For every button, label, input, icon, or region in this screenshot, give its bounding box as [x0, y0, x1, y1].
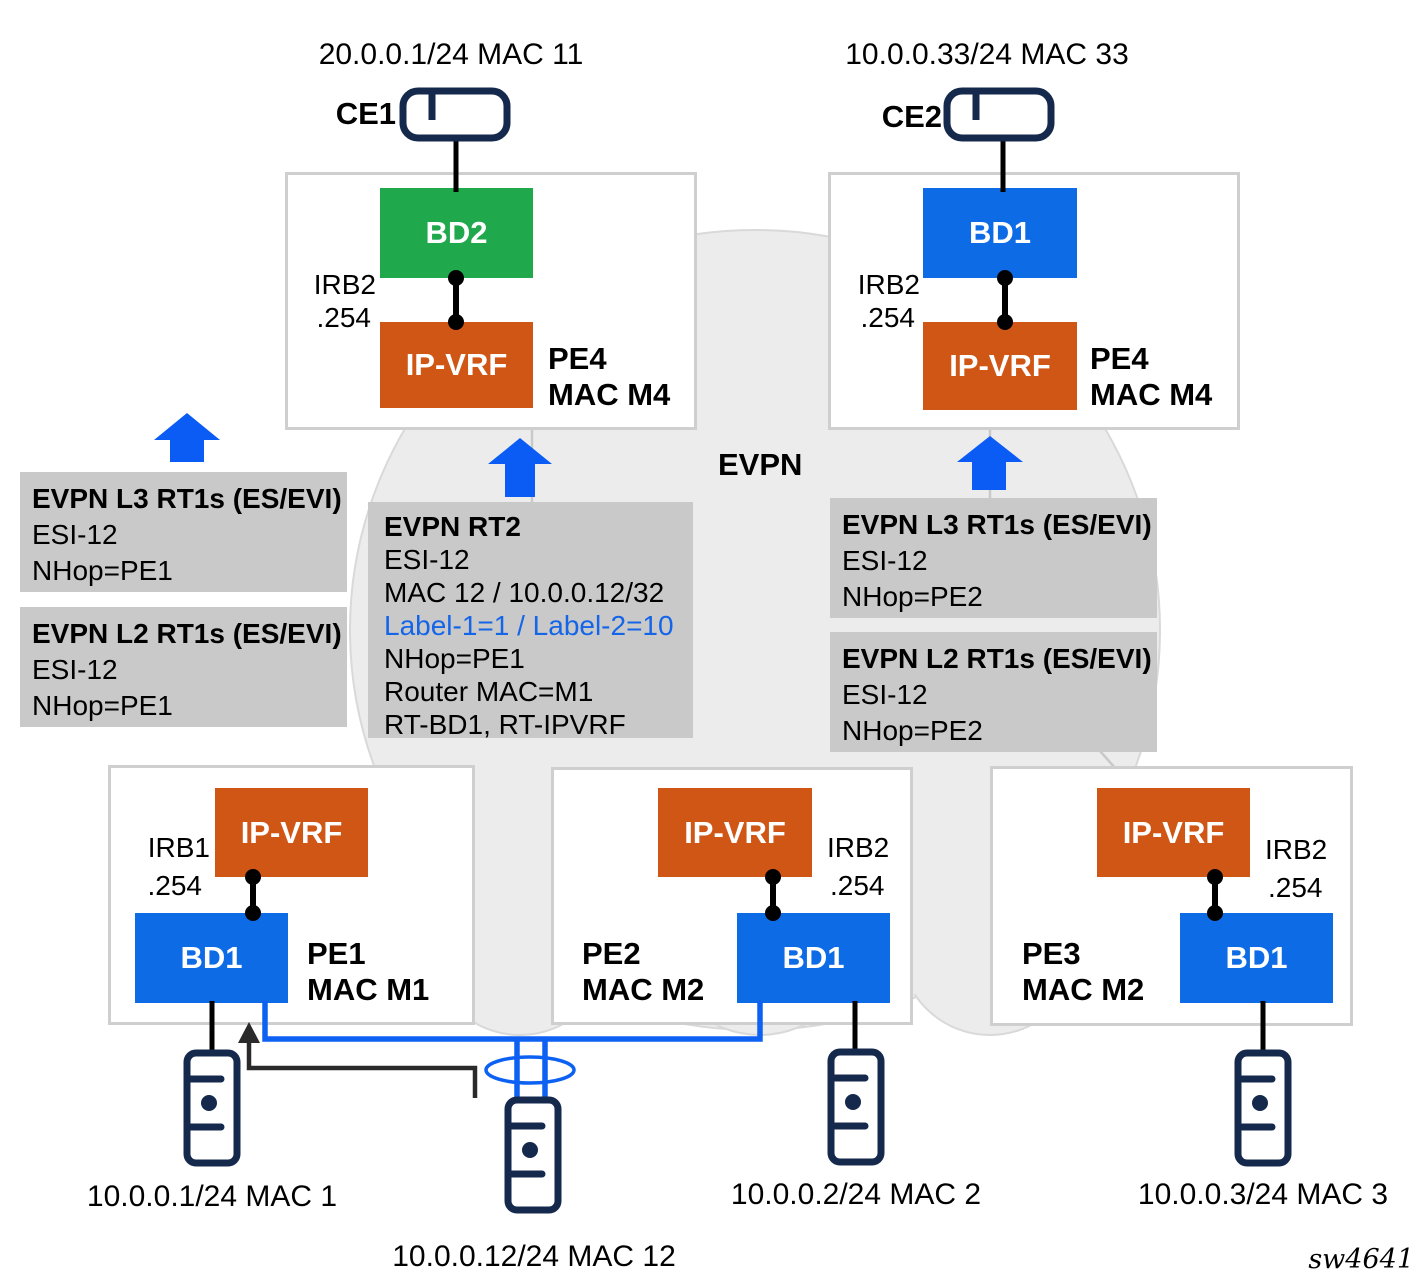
pe1-name: PE1 MAC M1 — [307, 936, 429, 1008]
pe1-irb-label: IRB1 — [147, 832, 210, 863]
route-line: NHop=PE1 — [384, 643, 525, 674]
route-line: ESI-12 — [32, 654, 118, 685]
route-line: MAC 12 / 10.0.0.12/32 — [384, 577, 665, 608]
pe-name-line: PE2 — [582, 936, 641, 971]
pe3-irb-ip: .254 — [1268, 872, 1323, 903]
pe3-bd-label: BD1 — [1225, 940, 1288, 975]
route-title: EVPN L3 RT1s (ES/EVI) — [842, 509, 1152, 540]
route-line: RT-BD1, RT-IPVRF — [384, 709, 626, 740]
pe-name-line: PE1 — [307, 936, 366, 971]
route-title: EVPN RT2 — [384, 511, 521, 542]
host2-icon — [827, 1048, 885, 1166]
pe-mac-line: MAC M1 — [307, 972, 430, 1007]
route-title: EVPN L2 RT1s (ES/EVI) — [842, 643, 1152, 674]
pe2-name: PE2 MAC M2 — [582, 936, 704, 1008]
route-line: NHop=PE1 — [32, 690, 173, 721]
pe2-ipvrf-box: IP-VRF — [658, 788, 812, 877]
pe2-bd1-box: BD1 — [737, 913, 890, 1003]
route-box-right-l2: EVPN L2 RT1s (ES/EVI) ESI-12 NHop=PE2 — [830, 632, 1157, 752]
route-line: NHop=PE2 — [842, 715, 983, 746]
pe4r-bd-label: BD1 — [968, 215, 1031, 250]
route-line: NHop=PE1 — [32, 555, 173, 586]
route-title: EVPN L2 RT1s (ES/EVI) — [32, 618, 342, 649]
route-title: EVPN L3 RT1s (ES/EVI) — [32, 483, 342, 514]
host1-address: 10.0.0.1/24 MAC 1 — [86, 1180, 338, 1213]
route-line-labels: Label-1=1 / Label-2=10 — [384, 610, 674, 641]
pe4r-name: PE4 MAC M4 — [1090, 341, 1212, 413]
pe4l-irb-ip: .254 — [316, 302, 372, 333]
pe2-irb-label: IRB2 — [827, 832, 890, 863]
route-box-rt2: EVPN RT2 ESI-12 MAC 12 / 10.0.0.12/32 La… — [368, 502, 693, 740]
pe-name-line: PE4 — [548, 341, 607, 376]
pe4l-bd-label: BD2 — [425, 215, 488, 250]
route-line: NHop=PE2 — [842, 581, 983, 612]
pe1-ipvrf-box: IP-VRF — [215, 788, 368, 877]
pe4l-bd2-box: BD2 — [380, 188, 533, 278]
ce2-router-icon — [943, 87, 1055, 142]
pe4l-name: PE4 MAC M4 — [548, 341, 670, 413]
route-line: Router MAC=M1 — [384, 676, 594, 707]
pe3-irb-label: IRB2 — [1265, 834, 1328, 865]
pe-mac-line: MAC M4 — [1090, 377, 1213, 412]
pe1-vrf-label: IP-VRF — [240, 814, 343, 850]
up-arrow-right-icon — [957, 436, 1023, 490]
pe1-bd1-box: BD1 — [135, 913, 288, 1003]
pe-mac-line: MAC M4 — [548, 377, 671, 412]
pe2-irb-ip: .254 — [830, 870, 885, 901]
host2-address: 10.0.0.2/24 MAC 2 — [730, 1178, 982, 1211]
evpn-label: EVPN — [718, 447, 803, 482]
host1-icon — [183, 1049, 241, 1167]
route-line: ESI-12 — [32, 519, 118, 550]
route-line: ESI-12 — [842, 679, 928, 710]
traffic-arrowhead-icon — [238, 1022, 260, 1043]
route-line: ESI-12 — [384, 544, 470, 575]
pe-mac-line: MAC M2 — [582, 972, 705, 1007]
pe2-vrf-label: IP-VRF — [684, 814, 786, 850]
route-box-right-l3: EVPN L3 RT1s (ES/EVI) ESI-12 NHop=PE2 — [830, 498, 1157, 618]
pe-name-line: PE4 — [1090, 341, 1149, 376]
up-arrow-left-icon — [154, 413, 220, 462]
ce1-router-icon — [399, 87, 511, 142]
pe4r-vrf-label: IP-VRF — [949, 348, 1051, 383]
ce1-label: CE1 — [335, 96, 396, 131]
pe-name-line: PE3 — [1022, 936, 1081, 971]
pe4l-vrf-label: IP-VRF — [405, 347, 508, 382]
host3-address: 10.0.0.3/24 MAC 3 — [1137, 1178, 1389, 1211]
traffic-arrow — [238, 1022, 478, 1098]
route-line: ESI-12 — [842, 545, 928, 576]
up-arrow-center-icon — [488, 438, 552, 497]
host3-icon — [1234, 1049, 1292, 1167]
pe4l-ipvrf-box: IP-VRF — [380, 322, 533, 408]
pe3-ipvrf-box: IP-VRF — [1097, 788, 1250, 877]
pe3-vrf-label: IP-VRF — [1122, 814, 1225, 850]
figure-id: sw4641 — [1308, 1244, 1414, 1275]
pe4r-irb-label: IRB2 — [857, 269, 920, 300]
ethernet-segment-ellipse-icon — [484, 1055, 576, 1085]
pe3-name: PE3 MAC M2 — [1022, 936, 1144, 1008]
pe-mac-line: MAC M2 — [1022, 972, 1145, 1007]
pe2-bd-label: BD1 — [782, 940, 845, 975]
pe4r-ipvrf-box: IP-VRF — [923, 322, 1077, 410]
ce2-label: CE2 — [881, 99, 942, 134]
ce2-address: 10.0.0.33/24 MAC 33 — [845, 38, 1129, 71]
pe4l-irb-label: IRB2 — [313, 269, 376, 300]
pe4r-bd1-box: BD1 — [923, 188, 1077, 278]
pe4r-irb-ip: .254 — [860, 302, 916, 333]
ce1-address: 20.0.0.1/24 MAC 11 — [318, 38, 584, 71]
route-box-left-l3: EVPN L3 RT1s (ES/EVI) ESI-12 NHop=PE1 — [20, 472, 347, 592]
pe3-bd1-box: BD1 — [1180, 913, 1333, 1003]
pe1-irb-ip: .254 — [147, 870, 203, 901]
host12-icon — [504, 1096, 562, 1214]
pe1-bd-label: BD1 — [180, 940, 243, 975]
route-box-left-l2: EVPN L2 RT1s (ES/EVI) ESI-12 NHop=PE1 — [20, 607, 347, 727]
host12-address: 10.0.0.12/24 MAC 12 — [392, 1240, 676, 1273]
